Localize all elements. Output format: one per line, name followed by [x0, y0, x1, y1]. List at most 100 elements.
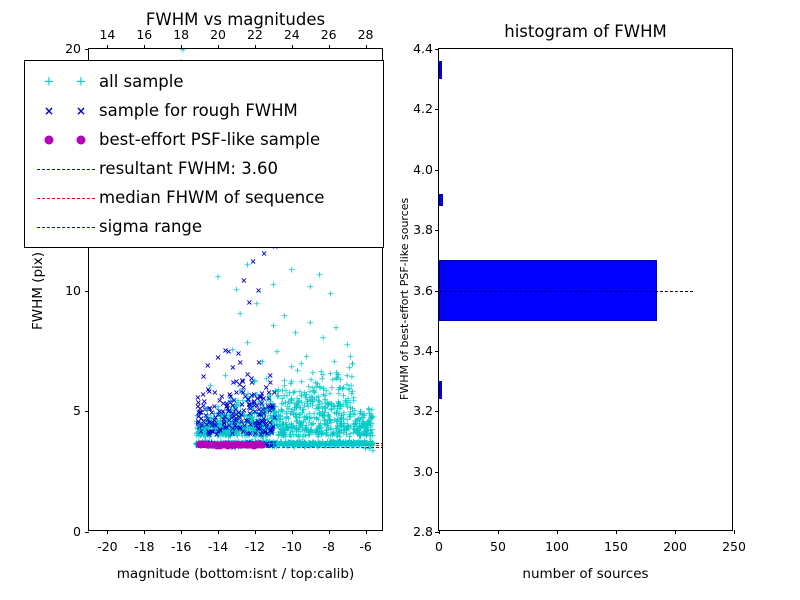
scatter-point-rough: ×: [244, 394, 252, 404]
scatter-point-all: +: [193, 411, 201, 422]
scatter-point-all: +: [223, 410, 231, 421]
scatter-point-rough: ×: [212, 420, 220, 430]
scatter-point-all: +: [331, 429, 339, 440]
scatter-point-all: +: [256, 405, 265, 416]
scatter-point-all: +: [193, 431, 201, 442]
scatter-point-all: +: [310, 413, 318, 424]
scatter-point-all: +: [209, 414, 218, 425]
scatter-point-all: +: [342, 423, 351, 434]
scatter-point-all: +: [315, 408, 324, 419]
scatter-point-all: +: [232, 400, 241, 411]
legend-label: median FHWM of sequence: [99, 188, 325, 207]
scatter-point-all: +: [282, 422, 291, 433]
scatter-point-all: +: [226, 425, 235, 436]
x-tick-label: -14: [207, 539, 229, 554]
scatter-point-all: +: [361, 426, 370, 437]
scatter-point-all: +: [261, 422, 270, 433]
scatter-point-all: +: [229, 416, 237, 427]
scatter-point-all: +: [226, 411, 235, 422]
scatter-point-all: +: [330, 429, 338, 440]
scatter-point-all: +: [316, 419, 325, 430]
scatter-point-all: +: [362, 431, 371, 442]
scatter-point-all: +: [315, 430, 323, 441]
scatter-point-all: +: [249, 427, 257, 438]
scatter-point-all: +: [279, 428, 288, 439]
scatter-point-all: +: [233, 428, 241, 439]
scatter-point-all: +: [296, 403, 305, 414]
scatter-point-all: +: [314, 430, 323, 441]
y-tick-label: 20: [65, 41, 81, 56]
scatter-point-all: +: [253, 426, 261, 437]
scatter-point-all: +: [355, 429, 364, 440]
scatter-point-all: +: [363, 418, 372, 429]
scatter-point-rough: ×: [226, 390, 234, 400]
hist-y-tick: [435, 471, 439, 473]
scatter-point-all: +: [251, 429, 259, 440]
scatter-point-all: +: [336, 404, 344, 415]
hist-y-tick-label: 4.4: [413, 41, 433, 56]
scatter-point-all: +: [196, 427, 205, 438]
scatter-point-all: +: [218, 430, 226, 441]
scatter-point-all: +: [326, 425, 335, 436]
scatter-point-all: +: [317, 423, 326, 434]
scatter-point-all: +: [306, 425, 315, 436]
scatter-point-all: +: [265, 391, 274, 402]
scatter-point-all: +: [364, 417, 372, 428]
scatter-point-all: +: [321, 415, 329, 426]
scatter-point-all: +: [223, 414, 232, 425]
scatter-point-rough: ×: [246, 399, 254, 409]
scatter-point-all: +: [293, 425, 301, 436]
scatter-point-rough: ×: [229, 362, 237, 372]
scatter-point-all: +: [202, 429, 211, 440]
scatter-point-rough: ×: [261, 417, 269, 427]
scatter-point-rough: ×: [250, 398, 258, 408]
scatter-point-all: +: [270, 416, 279, 427]
scatter-point-all: +: [201, 424, 209, 435]
scatter-point-all: +: [294, 397, 303, 408]
histogram-bar: [439, 61, 442, 80]
scatter-point-all: +: [357, 428, 365, 439]
scatter-point-all: +: [314, 426, 322, 437]
scatter-point-rough: ×: [236, 424, 244, 434]
scatter-point-all: +: [327, 405, 335, 416]
scatter-point-all: +: [213, 426, 222, 437]
hist-x-tick: [439, 530, 440, 534]
scatter-point-all: +: [288, 427, 297, 438]
scatter-point-all: +: [197, 425, 206, 436]
scatter-point-all: +: [307, 427, 315, 438]
scatter-point-all: +: [359, 420, 368, 431]
scatter-point-all: +: [275, 417, 284, 428]
scatter-point-all: +: [236, 401, 244, 412]
scatter-point-all: +: [282, 386, 290, 397]
scatter-point-all: +: [193, 423, 202, 434]
scatter-point-rough: ×: [229, 401, 237, 411]
scatter-point-all: +: [267, 417, 276, 428]
scatter-point-all: +: [307, 375, 315, 386]
scatter-point-all: +: [353, 424, 362, 435]
scatter-point-all: +: [315, 424, 324, 435]
scatter-point-all: +: [211, 419, 220, 430]
scatter-point-all: +: [333, 402, 342, 413]
scatter-point-all: +: [253, 409, 261, 420]
scatter-point-all: +: [330, 402, 339, 413]
scatter-point-all: +: [285, 430, 294, 441]
scatter-point-all: +: [266, 422, 274, 433]
scatter-point-rough: ×: [250, 389, 258, 399]
x-top-tick: [291, 45, 293, 49]
scatter-point-all: +: [255, 429, 263, 440]
scatter-point-all: +: [332, 374, 340, 385]
scatter-point-rough: ×: [266, 370, 274, 380]
scatter-point-all: +: [293, 366, 302, 377]
scatter-point-all: +: [264, 406, 273, 417]
scatter-point-all: +: [362, 427, 370, 438]
scatter-point-all: +: [312, 404, 320, 415]
scatter-point-rough: ×: [199, 390, 207, 400]
scatter-point-all: +: [248, 392, 256, 403]
scatter-point-all: +: [273, 347, 281, 358]
scatter-point-rough: ×: [231, 420, 239, 430]
scatter-point-rough: ×: [205, 405, 212, 415]
scatter-point-all: +: [274, 430, 283, 441]
scatter-point-all: +: [335, 426, 344, 437]
scatter-point-all: +: [274, 431, 283, 442]
scatter-point-all: +: [291, 410, 300, 421]
